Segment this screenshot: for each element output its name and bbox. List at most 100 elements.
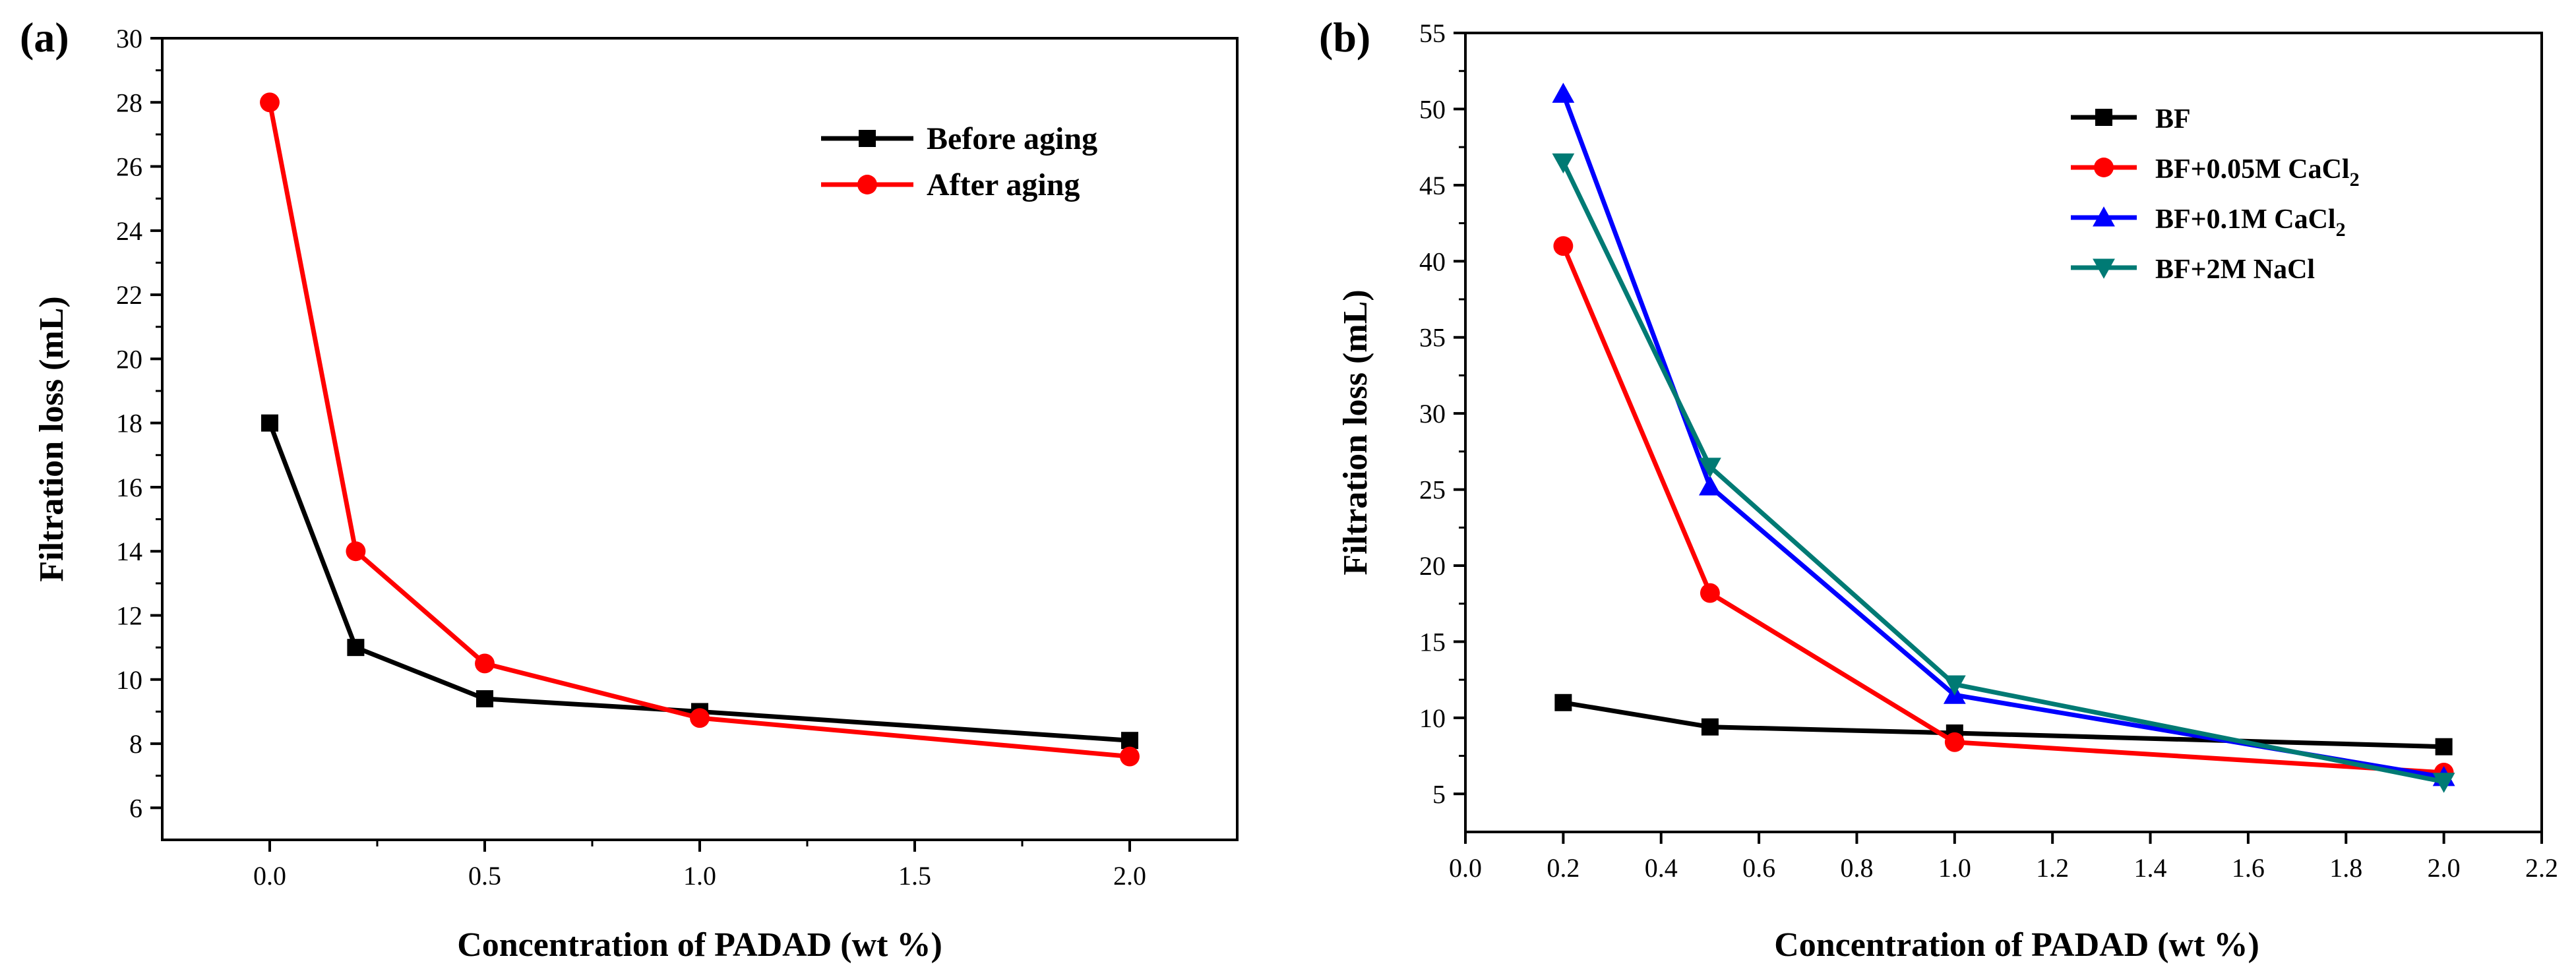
series-after-aging	[260, 92, 1140, 767]
y-tick-label: 20	[1419, 551, 1446, 581]
x-tick-label: 2.0	[2428, 853, 2461, 883]
x-tick-label: 1.0	[1938, 853, 1971, 883]
x-tick-label: 0.0	[1449, 853, 1482, 883]
y-tick-label: 26	[116, 152, 142, 182]
legend-marker	[2093, 258, 2115, 279]
legend-label-main: BF+2M NaCl	[2155, 254, 2315, 285]
data-point	[1554, 694, 1572, 711]
y-tick-label: 14	[116, 537, 142, 566]
x-tick-label: 0.0	[253, 861, 286, 891]
legend-label: BF+0.05M CaCl2	[2155, 154, 2360, 191]
y-tick-label: 10	[116, 665, 142, 695]
legend-label: BF+0.1M CaCl2	[2155, 204, 2346, 241]
y-tick-label: 8	[129, 729, 142, 759]
data-point	[1944, 732, 1965, 752]
data-point	[1699, 458, 1721, 478]
legend-label-subscript: 2	[2336, 219, 2346, 241]
y-tick-label: 5	[1432, 779, 1446, 809]
data-point	[1943, 675, 1966, 695]
y-axis-title: Filtration loss (mL)	[1337, 289, 1374, 575]
data-point	[1121, 732, 1138, 750]
y-tick-label: 22	[116, 280, 142, 310]
data-point	[475, 653, 495, 674]
series-bf-2m-nacl	[1552, 153, 2455, 793]
data-point	[476, 690, 493, 707]
legend-marker	[2095, 109, 2112, 126]
x-tick-label: 1.6	[2232, 853, 2265, 883]
legend-label-main: Before aging	[927, 121, 1097, 156]
x-tick-label: 0.5	[468, 861, 501, 891]
legend-marker	[2093, 206, 2115, 227]
y-tick-label: 15	[1419, 627, 1446, 657]
panel-a: (a) 0.0 0.5 1.0 1.5 2.0 6 8 10 12 14 16 18 20 22 24 26 28…	[20, 14, 1239, 964]
series-bf-0-1m-cacl2	[1552, 82, 2455, 786]
y-tick-label: 45	[1419, 171, 1446, 200]
data-point	[346, 541, 366, 562]
y-tick-label: 10	[1419, 703, 1446, 733]
data-point	[1552, 82, 1575, 103]
legend-label: BF+2M NaCl	[2155, 254, 2315, 285]
x-tick-label: 0.4	[1645, 853, 1678, 883]
legend-label-main: BF+0.05M CaCl	[2155, 154, 2350, 185]
legend-label: Before aging	[927, 121, 1097, 156]
data-point	[260, 92, 280, 113]
legend-marker	[2094, 158, 2114, 177]
data-point	[1552, 153, 1575, 174]
y-axis: 6 8 10 12 14 16 18 20 22 24 26 28 30	[116, 24, 162, 823]
x-tick-label: 1.8	[2329, 853, 2362, 883]
y-tick-label: 30	[116, 24, 142, 53]
y-tick-label: 35	[1419, 323, 1446, 353]
y-tick-label: 25	[1419, 475, 1446, 505]
y-tick-label: 20	[116, 344, 142, 374]
data-point	[1699, 475, 1721, 496]
panel-label: (b)	[1319, 14, 1370, 61]
series-bf	[1554, 694, 2453, 755]
y-tick-label: 40	[1419, 247, 1446, 276]
y-tick-label: 18	[116, 409, 142, 438]
plot-frame	[1464, 32, 2543, 833]
legend-label: BF	[2155, 104, 2191, 134]
legend-marker	[859, 130, 876, 147]
data-point	[2432, 773, 2455, 793]
x-tick-label: 0.2	[1547, 853, 1579, 883]
x-tick-label: 1.4	[2134, 853, 2167, 883]
x-axis-title: Concentration of PADAD (wt %)	[1774, 926, 2259, 964]
legend-label-main: BF+0.1M CaCl	[2155, 204, 2336, 235]
x-tick-label: 2.2	[2525, 853, 2558, 883]
series-line	[1562, 700, 2444, 750]
data-point	[261, 414, 278, 432]
x-tick-label: 2.0	[1113, 861, 1146, 891]
y-tick-label: 50	[1419, 94, 1446, 124]
y-tick-label: 30	[1419, 399, 1446, 428]
legend-marker	[857, 175, 877, 194]
legend-label: After aging	[927, 167, 1080, 202]
data-point	[690, 708, 710, 728]
x-axis: 0.0 0.2 0.4 0.6 0.8 1.0 1.2 1.4 1.6 1.8 2.0 2.2	[1449, 832, 2558, 883]
panel-label: (a)	[20, 14, 69, 61]
panel-b: (b) 0.0 0.2 0.4 0.6 0.8 1.0 1.2 1.4 1.6 1.8 2.0 2.2 5…	[1319, 14, 2558, 964]
x-tick-label: 1.5	[898, 861, 931, 891]
y-tick-label: 16	[116, 473, 142, 502]
x-axis-title: Concentration of PADAD (wt %)	[457, 926, 942, 964]
series-line	[1561, 245, 2444, 775]
x-tick-label: 1.0	[683, 861, 716, 891]
y-tick-label: 55	[1419, 18, 1446, 48]
x-tick-label: 1.2	[2036, 853, 2069, 883]
x-tick-label: 0.6	[1742, 853, 1775, 883]
y-axis-title: Filtration loss (mL)	[33, 296, 71, 581]
legend-label-subscript: 2	[2350, 169, 2360, 191]
legend-label-main: After aging	[927, 167, 1080, 202]
y-axis: 5 10 15 20 25 30 35 40 45 50 55	[1419, 18, 1465, 809]
data-point	[1553, 236, 1574, 256]
x-axis: 0.0 0.5 1.0 1.5 2.0	[253, 840, 1146, 891]
data-point	[1120, 746, 1140, 767]
y-tick-label: 24	[116, 216, 142, 246]
legend: Before aging After aging	[821, 121, 1097, 202]
y-tick-label: 6	[129, 793, 142, 823]
data-point	[347, 639, 365, 657]
legend-label-main: BF	[2155, 104, 2191, 134]
y-tick-label: 28	[116, 88, 142, 117]
series-line	[1561, 93, 2445, 780]
